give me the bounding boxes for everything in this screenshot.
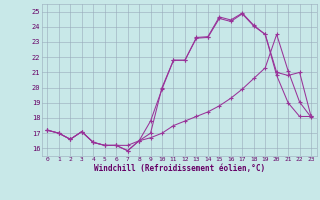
X-axis label: Windchill (Refroidissement éolien,°C): Windchill (Refroidissement éolien,°C) bbox=[94, 164, 265, 173]
